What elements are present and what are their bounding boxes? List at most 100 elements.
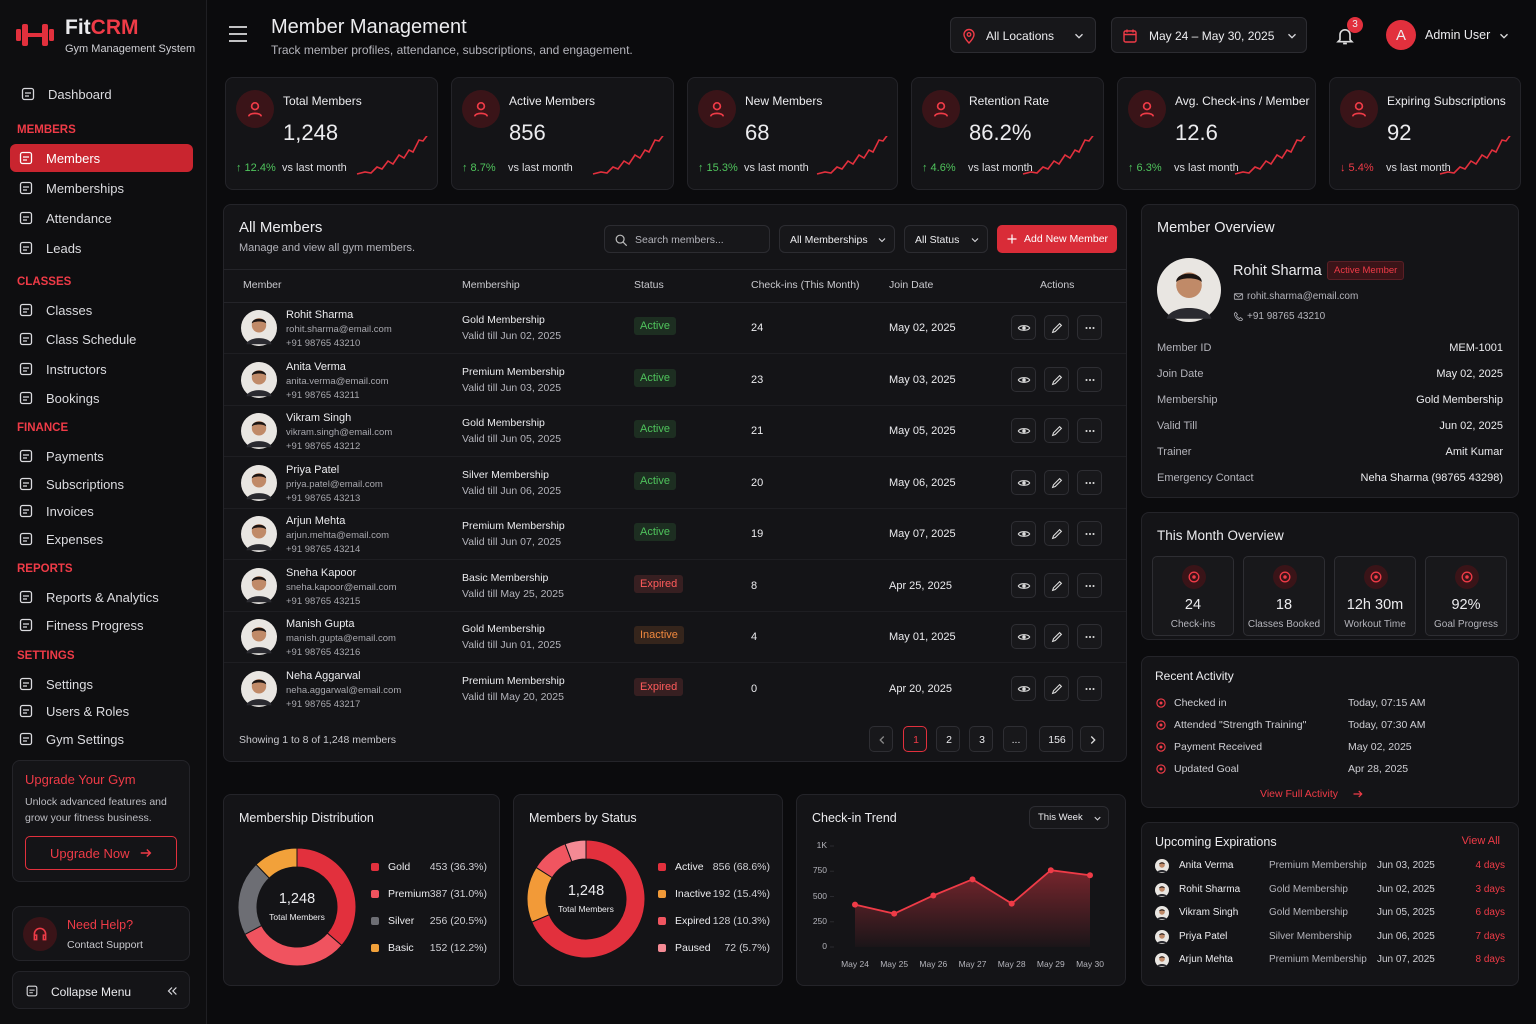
kpi-note: vs last month: [282, 162, 347, 174]
table-row[interactable]: Manish Gupta manish.gupta@email.com +91 98…: [224, 611, 1126, 663]
page-button[interactable]: 1: [903, 726, 927, 752]
add-member-button[interactable]: Add New Member: [997, 225, 1117, 253]
edit-button[interactable]: [1044, 315, 1069, 340]
status-filter[interactable]: All Status: [904, 225, 988, 253]
icon-shape: [21, 87, 35, 101]
menu-toggle[interactable]: [228, 25, 248, 43]
edit-button[interactable]: [1044, 572, 1069, 598]
brand-b: CRM: [90, 16, 139, 39]
icon-shape: [1092, 481, 1095, 484]
nav-item[interactable]: Subscriptions: [10, 470, 193, 498]
view-button[interactable]: [1011, 418, 1036, 443]
nav-item[interactable]: Dashboard: [10, 80, 193, 108]
nav-item[interactable]: Invoices: [10, 497, 193, 525]
upgrade-button[interactable]: Upgrade Now: [25, 836, 177, 870]
nav-item[interactable]: Members: [10, 144, 193, 172]
table-row[interactable]: Priya Patel priya.patel@email.com +91 9876…: [224, 457, 1126, 509]
user-avatar[interactable]: A: [1386, 20, 1416, 50]
view-button[interactable]: [1011, 572, 1036, 598]
location-select[interactable]: All Locations: [950, 17, 1096, 53]
nav-item[interactable]: Gym Settings: [10, 725, 193, 753]
nav-item[interactable]: Instructors: [10, 355, 193, 383]
more-button[interactable]: [1077, 624, 1102, 649]
nav-item[interactable]: Fitness Progress: [10, 611, 193, 639]
edit-button[interactable]: [1044, 675, 1069, 701]
avatar: [1157, 258, 1221, 322]
checkins: 20: [751, 476, 764, 489]
edit-button[interactable]: [1044, 469, 1069, 495]
date-range[interactable]: May 24 – May 30, 2025: [1111, 17, 1307, 53]
nav-item[interactable]: Settings: [10, 670, 193, 698]
table-row[interactable]: Sneha Kapoor sneha.kapoor@email.com +91 98…: [224, 560, 1126, 612]
edit-button[interactable]: [1044, 418, 1069, 443]
view-button[interactable]: [1011, 315, 1036, 340]
icon-shape: [23, 709, 29, 714]
collapse-menu[interactable]: Collapse Menu: [12, 971, 190, 1009]
nav-item[interactable]: Leads: [10, 234, 193, 262]
view-button[interactable]: [1011, 366, 1036, 392]
nav-item[interactable]: Classes: [10, 296, 193, 324]
icon-shape: [1283, 575, 1287, 579]
more-button[interactable]: [1077, 572, 1102, 598]
nav-item[interactable]: Class Schedule: [10, 325, 193, 353]
more-button[interactable]: [1077, 366, 1102, 392]
sparkline: [1234, 136, 1306, 175]
table-row[interactable]: Rohit Sharma rohit.sharma@email.com +91 98…: [224, 302, 1126, 354]
nav-item[interactable]: Users & Roles: [10, 697, 193, 725]
edit-button[interactable]: [1044, 366, 1069, 392]
edit-button[interactable]: [1044, 624, 1069, 649]
icon: [1051, 580, 1063, 591]
page-button[interactable]: 2: [936, 726, 960, 752]
icon: [1351, 101, 1367, 117]
more-button[interactable]: [1077, 675, 1102, 701]
next-page[interactable]: [1080, 726, 1104, 752]
exp-days: 4 days: [1475, 860, 1505, 871]
nav-item[interactable]: Payments: [10, 442, 193, 470]
icon: [19, 677, 33, 691]
join-date: May 01, 2025: [889, 631, 956, 643]
page-button[interactable]: 156: [1039, 726, 1073, 752]
table-row[interactable]: Vikram Singh vikram.singh@email.com +91 98…: [224, 405, 1126, 457]
nav-item[interactable]: Reports & Analytics: [10, 583, 193, 611]
help-card[interactable]: Need Help? Contact Support: [12, 906, 190, 961]
kpi-label: Retention Rate: [969, 94, 1050, 108]
exp-plan: Premium Membership: [1269, 860, 1367, 871]
table-row[interactable]: Neha Aggarwal neha.aggarwal@email.com +91 …: [224, 663, 1126, 714]
page-button[interactable]: 3: [969, 726, 993, 752]
nav-item[interactable]: Attendance: [10, 204, 193, 232]
view-button[interactable]: [1011, 521, 1036, 546]
range-select[interactable]: This Week: [1029, 806, 1109, 829]
user-name[interactable]: Admin User: [1425, 28, 1491, 42]
exp-days: 8 days: [1475, 954, 1505, 966]
nav-item[interactable]: Expenses: [10, 525, 193, 553]
icon: [1051, 477, 1063, 488]
table-row[interactable]: Anita Verma anita.verma@email.com +91 9876…: [224, 354, 1126, 406]
icon: [19, 705, 33, 718]
icon-shape: [356, 136, 428, 175]
membership-filter[interactable]: All Memberships: [779, 225, 895, 253]
view-button[interactable]: [1011, 624, 1036, 649]
page-button[interactable]: ...: [1003, 726, 1027, 752]
prev-page[interactable]: [869, 726, 893, 752]
view-activity-link[interactable]: View Full Activity: [1260, 787, 1400, 803]
more-button[interactable]: [1077, 315, 1102, 340]
nav-label: Attendance: [46, 211, 112, 226]
table-row[interactable]: Arjun Mehta arjun.mehta@email.com +91 9876…: [224, 508, 1126, 560]
view-all-link[interactable]: View All: [1461, 835, 1500, 847]
notification-badge[interactable]: 3: [1347, 17, 1363, 33]
donut-center-label: Total Members: [558, 904, 614, 914]
more-button[interactable]: [1077, 469, 1102, 495]
edit-button[interactable]: [1044, 521, 1069, 546]
more-button[interactable]: [1077, 418, 1102, 443]
nav-item[interactable]: Memberships: [10, 174, 193, 202]
nav-item[interactable]: Bookings: [10, 384, 193, 412]
member-email: manish.gupta@email.com: [286, 633, 396, 644]
icon: [19, 303, 33, 317]
icon-shape: [140, 849, 152, 857]
nav-label: Users & Roles: [46, 704, 130, 720]
more-button[interactable]: [1077, 521, 1102, 546]
view-button[interactable]: [1011, 469, 1036, 495]
exp-plan: Gold Membership: [1269, 907, 1348, 919]
search-input[interactable]: Search members...: [604, 225, 770, 253]
view-button[interactable]: [1011, 675, 1036, 701]
